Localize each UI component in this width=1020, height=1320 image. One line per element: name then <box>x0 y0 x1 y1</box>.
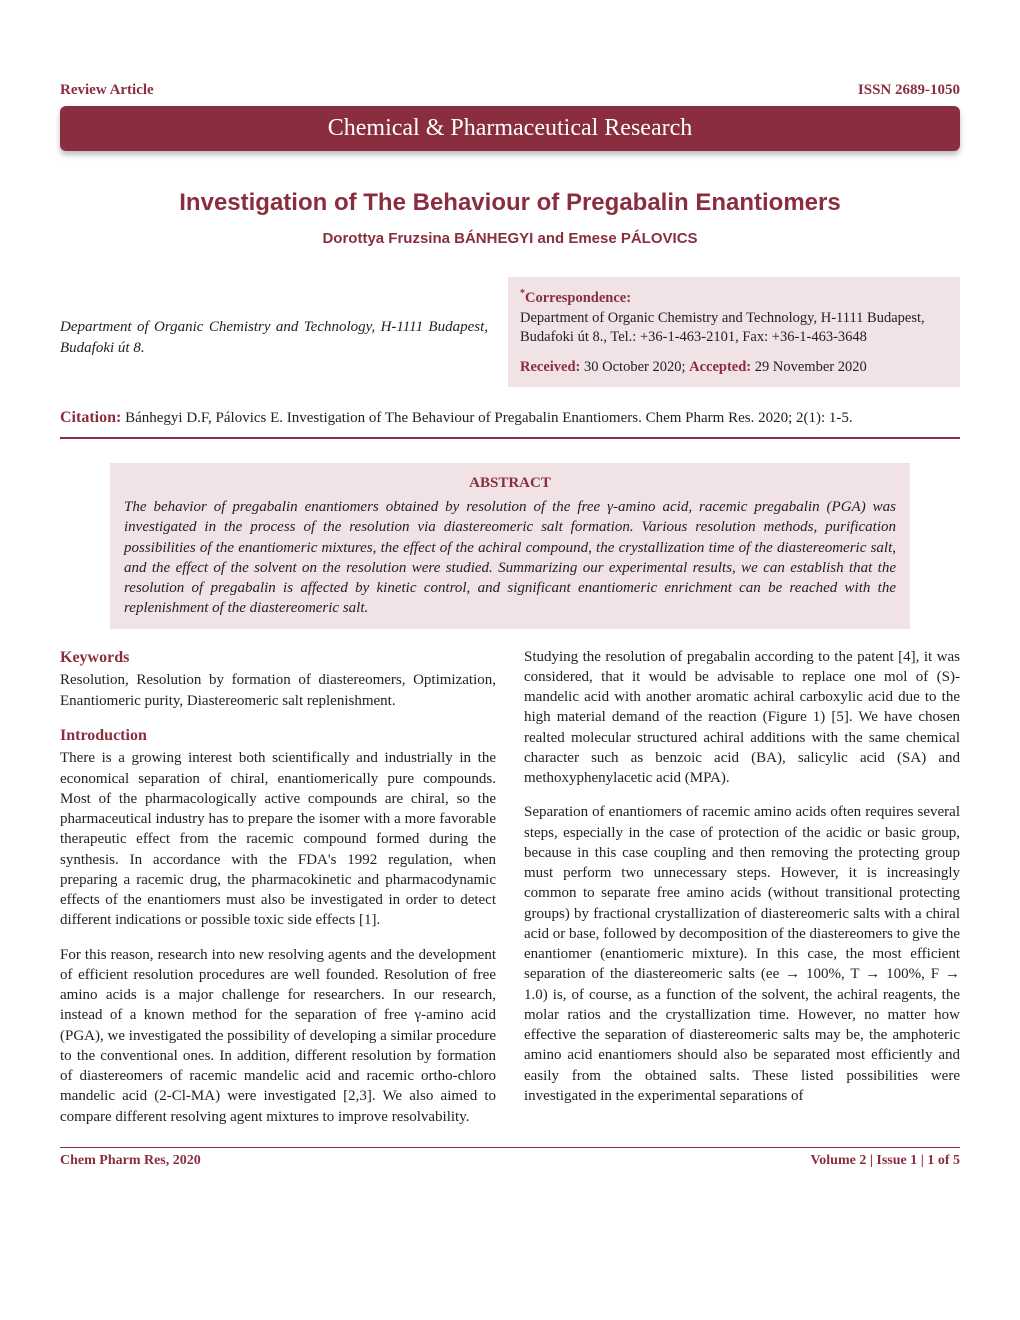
footer-left: Chem Pharm Res, 2020 <box>60 1152 201 1171</box>
citation-text: Bánhegyi D.F, Pálovics E. Investigation … <box>121 410 852 426</box>
intro-p2: For this reason, research into new resol… <box>60 945 496 1127</box>
intro-p1: There is a growing interest both scienti… <box>60 748 496 930</box>
citation-label: Citation: <box>60 409 121 426</box>
journal-title-bar: Chemical & Pharmaceutical Research <box>60 106 960 150</box>
body-columns: Keywords Resolution, Resolution by forma… <box>60 647 960 1131</box>
citation-line: Citation: Bánhegyi D.F, Pálovics E. Inve… <box>60 407 960 429</box>
footer-right: Volume 2 | Issue 1 | 1 of 5 <box>810 1152 960 1171</box>
authors: Dorottya Fruzsina BÁNHEGYI and Emese PÁL… <box>60 229 960 249</box>
abstract-box: ABSTRACT The behavior of pregabalin enan… <box>110 463 910 629</box>
page-footer: Chem Pharm Res, 2020 Volume 2 | Issue 1 … <box>60 1147 960 1171</box>
correspondence-label: *Correspondence: <box>520 290 631 306</box>
keywords-heading: Keywords <box>60 647 496 669</box>
article-title: Investigation of The Behaviour of Pregab… <box>60 187 960 219</box>
article-type: Review Article <box>60 80 154 100</box>
intro-p3: Studying the resolution of pregabalin ac… <box>524 647 960 789</box>
abstract-text: The behavior of pregabalin enantiomers o… <box>124 497 896 619</box>
introduction-heading: Introduction <box>60 725 496 747</box>
accepted-date: 29 November 2020 <box>751 359 867 375</box>
received-label: Received: <box>520 359 580 375</box>
correspondence-label-text: Correspondence: <box>525 290 631 306</box>
intro-p4: Separation of enantiomers of racemic ami… <box>524 802 960 1106</box>
correspondence-box: *Correspondence: Department of Organic C… <box>508 277 960 387</box>
department-affiliation: Department of Organic Chemistry and Tech… <box>60 277 488 358</box>
accepted-label: Accepted: <box>689 359 751 375</box>
correspondence-text: Department of Organic Chemistry and Tech… <box>520 309 948 348</box>
metadata-row: Department of Organic Chemistry and Tech… <box>60 277 960 387</box>
divider <box>60 437 960 439</box>
issn: ISSN 2689-1050 <box>858 80 960 100</box>
received-date: 30 October 2020; <box>580 359 689 375</box>
keywords-text: Resolution, Resolution by formation of d… <box>60 670 496 711</box>
abstract-heading: ABSTRACT <box>124 473 896 493</box>
dates-line: Received: 30 October 2020; Accepted: 29 … <box>520 358 948 378</box>
header-row: Review Article ISSN 2689-1050 <box>60 80 960 100</box>
